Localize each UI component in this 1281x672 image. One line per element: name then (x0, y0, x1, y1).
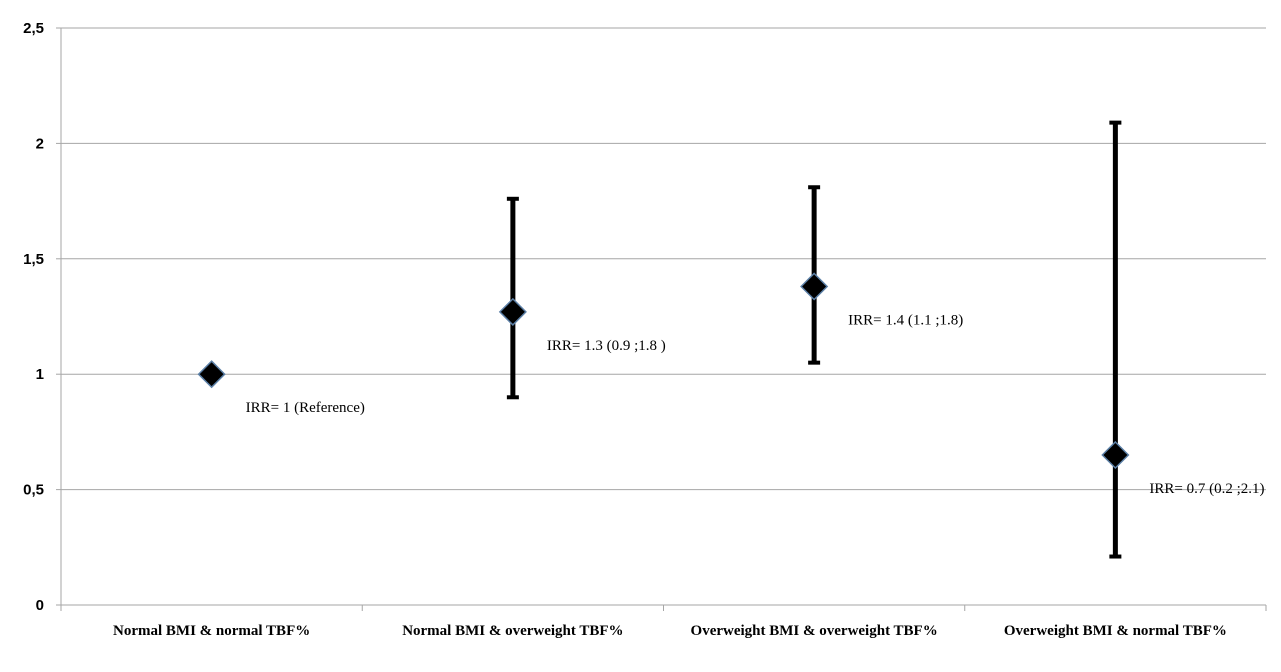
irr-annotation: IRR= 1.4 (1.1 ;1.8) (848, 312, 963, 328)
gridlines (61, 27, 1266, 491)
y-tick-label: 2 (36, 135, 44, 152)
diamond-marker (498, 297, 527, 326)
y-tick-labels: 0 0,5 1 1,5 2 2,5 (23, 20, 44, 614)
y-tick-label: 0,5 (23, 482, 44, 499)
diamond-marker (1101, 440, 1130, 470)
irr-annotation: IRR= 1 (Reference) (246, 400, 365, 416)
diamond-marker (800, 272, 829, 301)
y-tick-label: 1,5 (23, 251, 44, 268)
y-tick-label: 0 (36, 597, 44, 614)
y-tick-label: 2,5 (23, 20, 44, 37)
diamond-marker (197, 360, 226, 389)
axes (56, 27, 1267, 611)
x-category-labels: Normal BMI & normal TBF% Normal BMI & ove… (113, 623, 1227, 639)
y-tick-label: 1 (36, 366, 44, 383)
x-category-label: Overweight BMI & normal TBF% (1004, 623, 1227, 639)
x-category-label: Overweight BMI & overweight TBF% (691, 623, 938, 639)
data-markers (197, 272, 1130, 470)
irr-annotation: IRR= 1.3 (0.9 ;1.8 ) (547, 338, 666, 354)
annotations: IRR= 1 (Reference) IRR= 1.3 (0.9 ;1.8 ) IR… (246, 312, 1265, 496)
x-category-label: Normal BMI & overweight TBF% (402, 623, 623, 639)
irr-annotation: IRR= 0.7 (0.2 ;2.1) (1149, 481, 1264, 497)
x-category-label: Normal BMI & normal TBF% (113, 623, 310, 639)
